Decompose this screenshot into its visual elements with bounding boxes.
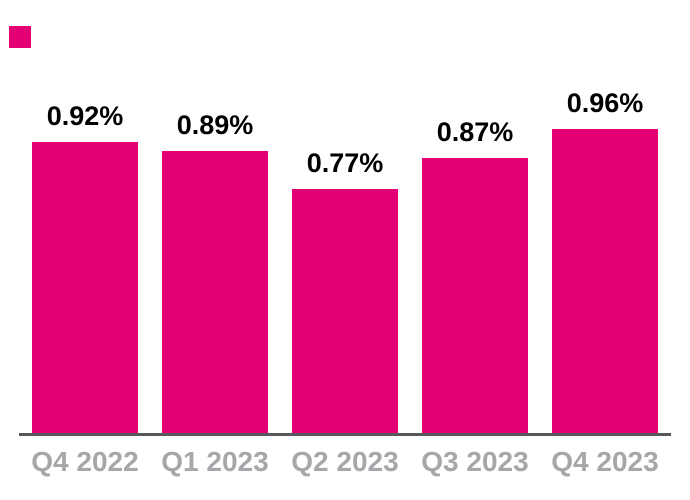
x-tick-label: Q4 2022 <box>31 446 139 477</box>
x-tick-label: Q1 2023 <box>161 446 269 477</box>
x-tick-label: Q4 2023 <box>551 446 659 477</box>
x-tick-label: Q2 2023 <box>291 446 399 477</box>
bar-value-label: 0.92% <box>46 100 124 131</box>
bar-value-label: 0.77% <box>306 147 384 178</box>
bar-value-label: 0.96% <box>566 87 644 118</box>
bar-value-label: 0.87% <box>436 116 514 147</box>
bar <box>162 151 268 433</box>
brand-accent-square <box>9 26 31 48</box>
x-tick-label: Q3 2023 <box>421 446 529 477</box>
bar-value-label: 0.89% <box>176 109 254 140</box>
bar <box>32 142 138 433</box>
x-axis-line <box>19 433 671 436</box>
bar <box>552 129 658 433</box>
bar <box>292 189 398 433</box>
bar <box>422 158 528 433</box>
